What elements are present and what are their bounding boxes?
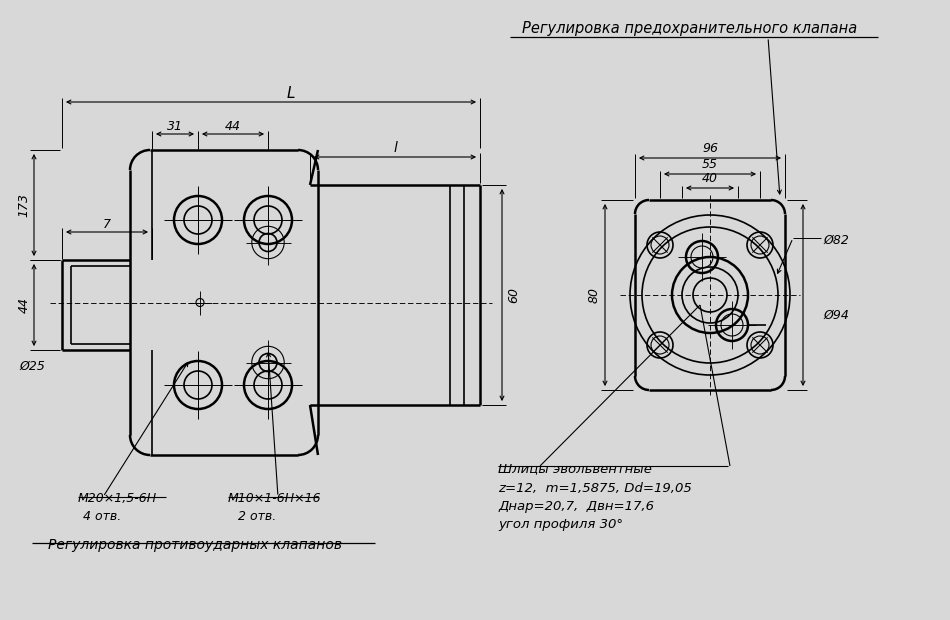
Text: 55: 55 (702, 159, 718, 172)
Text: 44: 44 (225, 120, 241, 133)
Text: z=12,  m=1,5875, Dd=19,05: z=12, m=1,5875, Dd=19,05 (498, 482, 692, 495)
Text: 31: 31 (167, 120, 183, 133)
Text: 7: 7 (103, 218, 111, 231)
Text: 4 отв.: 4 отв. (83, 510, 122, 523)
Text: Ø94: Ø94 (823, 309, 849, 322)
Text: 60: 60 (507, 287, 521, 303)
Text: 40: 40 (702, 172, 718, 185)
Text: 173: 173 (17, 193, 30, 217)
Text: M20×1,5-6H: M20×1,5-6H (78, 492, 157, 505)
Text: Ø82: Ø82 (823, 234, 849, 247)
Text: Шлицы эвольвентные: Шлицы эвольвентные (498, 462, 652, 475)
Text: Днар=20,7,  Двн=17,6: Днар=20,7, Двн=17,6 (498, 500, 654, 513)
Text: L: L (287, 86, 295, 100)
Text: 80: 80 (587, 287, 600, 303)
Text: угол профиля 30°: угол профиля 30° (498, 518, 623, 531)
Text: 96: 96 (702, 143, 718, 156)
Text: 44: 44 (17, 297, 30, 313)
Text: M10×1-6H×16: M10×1-6H×16 (228, 492, 322, 505)
Text: Ø25: Ø25 (19, 360, 45, 373)
Text: 2 отв.: 2 отв. (238, 510, 276, 523)
Text: Регулировка противоударных клапанов: Регулировка противоударных клапанов (48, 538, 342, 552)
Text: l: l (393, 141, 397, 155)
Text: Регулировка предохранительного клапана: Регулировка предохранительного клапана (522, 20, 858, 35)
